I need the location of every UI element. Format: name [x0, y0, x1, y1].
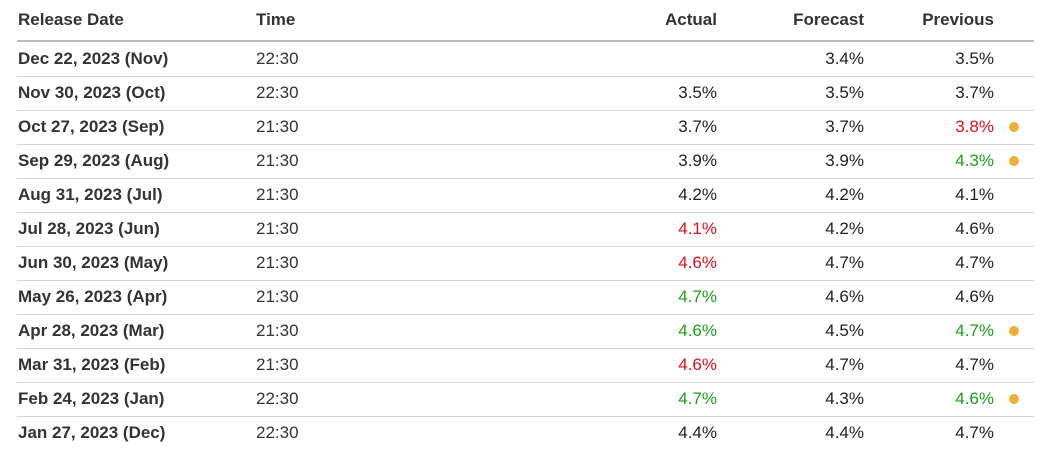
forecast-cell: 4.2% [825, 185, 864, 204]
row-border [17, 144, 1034, 145]
previous-cell: 4.6% [955, 219, 994, 238]
date-cell: Aug 31, 2023 (Jul) [18, 185, 163, 204]
column-header: Actual [665, 10, 717, 29]
actual-cell: 4.6% [678, 253, 717, 272]
date-cell: Sep 29, 2023 (Aug) [18, 151, 170, 170]
row-border [17, 348, 1034, 349]
previous-cell: 3.5% [955, 49, 994, 68]
row-border [17, 178, 1034, 179]
forecast-cell: 4.7% [825, 355, 864, 374]
date-cell: Jun 30, 2023 (May) [18, 253, 169, 272]
time-cell: 21:30 [256, 117, 299, 136]
revised-marker [1009, 394, 1019, 404]
column-header: Release Date [18, 10, 124, 29]
row-border [17, 212, 1034, 213]
forecast-cell: 3.4% [825, 49, 864, 68]
time-cell: 21:30 [256, 321, 299, 340]
previous-cell: 4.3% [955, 151, 994, 170]
column-header: Forecast [793, 10, 864, 29]
row-border [17, 246, 1034, 247]
date-cell: Apr 28, 2023 (Mar) [18, 321, 165, 340]
date-cell: Jan 27, 2023 (Dec) [18, 423, 166, 442]
actual-cell: 4.6% [678, 321, 717, 340]
row-border [17, 110, 1034, 111]
row-border [17, 314, 1034, 315]
previous-cell: 4.7% [955, 355, 994, 374]
forecast-cell: 3.7% [825, 117, 864, 136]
actual-cell: 4.1% [678, 219, 717, 238]
forecast-cell: 3.5% [825, 83, 864, 102]
time-cell: 21:30 [256, 287, 299, 306]
time-cell: 22:30 [256, 389, 299, 408]
row-border [17, 416, 1034, 417]
previous-cell: 3.8% [955, 117, 994, 136]
forecast-cell: 4.4% [825, 423, 864, 442]
forecast-cell: 4.5% [825, 321, 864, 340]
revised-marker [1009, 156, 1019, 166]
row-border [17, 382, 1034, 383]
previous-cell: 4.7% [955, 321, 994, 340]
date-cell: Oct 27, 2023 (Sep) [18, 117, 165, 136]
revised-marker [1009, 326, 1019, 336]
previous-cell: 3.7% [955, 83, 994, 102]
date-cell: May 26, 2023 (Apr) [18, 287, 168, 306]
actual-cell: 4.7% [678, 287, 717, 306]
forecast-cell: 4.7% [825, 253, 864, 272]
column-header: Previous [922, 10, 994, 29]
actual-cell: 4.2% [678, 185, 717, 204]
actual-cell: 4.4% [678, 423, 717, 442]
time-cell: 22:30 [256, 49, 299, 68]
forecast-cell: 4.3% [825, 389, 864, 408]
time-cell: 22:30 [256, 423, 299, 442]
time-cell: 21:30 [256, 355, 299, 374]
time-cell: 21:30 [256, 151, 299, 170]
header-border [17, 40, 1034, 42]
date-cell: Jul 28, 2023 (Jun) [18, 219, 160, 238]
previous-cell: 4.1% [955, 185, 994, 204]
previous-cell: 4.7% [955, 423, 994, 442]
time-cell: 21:30 [256, 219, 299, 238]
row-border [17, 76, 1034, 77]
actual-cell: 3.9% [678, 151, 717, 170]
time-cell: 22:30 [256, 83, 299, 102]
forecast-cell: 4.6% [825, 287, 864, 306]
date-cell: Nov 30, 2023 (Oct) [18, 83, 166, 102]
revised-marker [1009, 122, 1019, 132]
column-header: Time [256, 10, 296, 29]
actual-cell: 3.5% [678, 83, 717, 102]
actual-cell: 4.6% [678, 355, 717, 374]
previous-cell: 4.6% [955, 389, 994, 408]
previous-cell: 4.7% [955, 253, 994, 272]
actual-cell: 4.7% [678, 389, 717, 408]
date-cell: Mar 31, 2023 (Feb) [18, 355, 166, 374]
time-cell: 21:30 [256, 253, 299, 272]
time-cell: 21:30 [256, 185, 299, 204]
row-border [17, 280, 1034, 281]
date-cell: Dec 22, 2023 (Nov) [18, 49, 169, 68]
actual-cell: 3.7% [678, 117, 717, 136]
date-cell: Feb 24, 2023 (Jan) [18, 389, 165, 408]
previous-cell: 4.6% [955, 287, 994, 306]
forecast-cell: 3.9% [825, 151, 864, 170]
forecast-cell: 4.2% [825, 219, 864, 238]
